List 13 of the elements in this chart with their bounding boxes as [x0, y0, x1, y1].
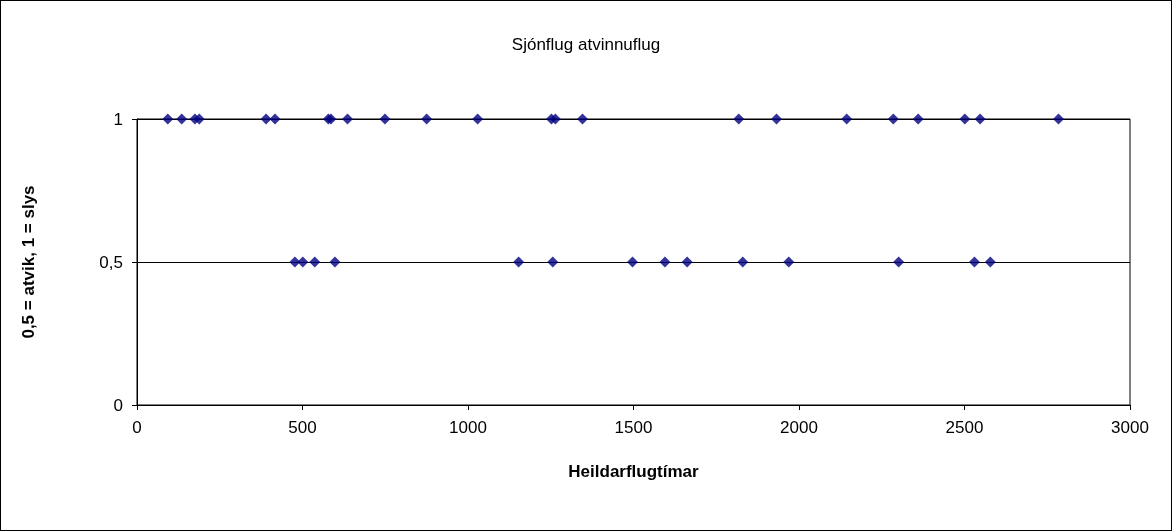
- y-axis-title: 0,5 = atvik, 1 = slys: [19, 185, 38, 339]
- chart-title: Sjónflug atvinnuflug: [511, 35, 661, 54]
- y-tick-label: 0,5: [99, 252, 123, 272]
- x-tick-label: 2000: [780, 418, 818, 437]
- y-tick-label: 0: [113, 395, 123, 415]
- y-tick-label: 1: [113, 109, 123, 129]
- x-tick-label: 1500: [614, 418, 653, 437]
- x-tick-label: 1000: [449, 418, 487, 437]
- x-tick-label: 0: [132, 418, 142, 437]
- x-tick-label: 2500: [945, 418, 984, 437]
- x-axis-title: Heildarflugtímar: [568, 462, 700, 481]
- x-tick-label: 3000: [1111, 418, 1149, 437]
- x-tick-label: 500: [288, 418, 317, 437]
